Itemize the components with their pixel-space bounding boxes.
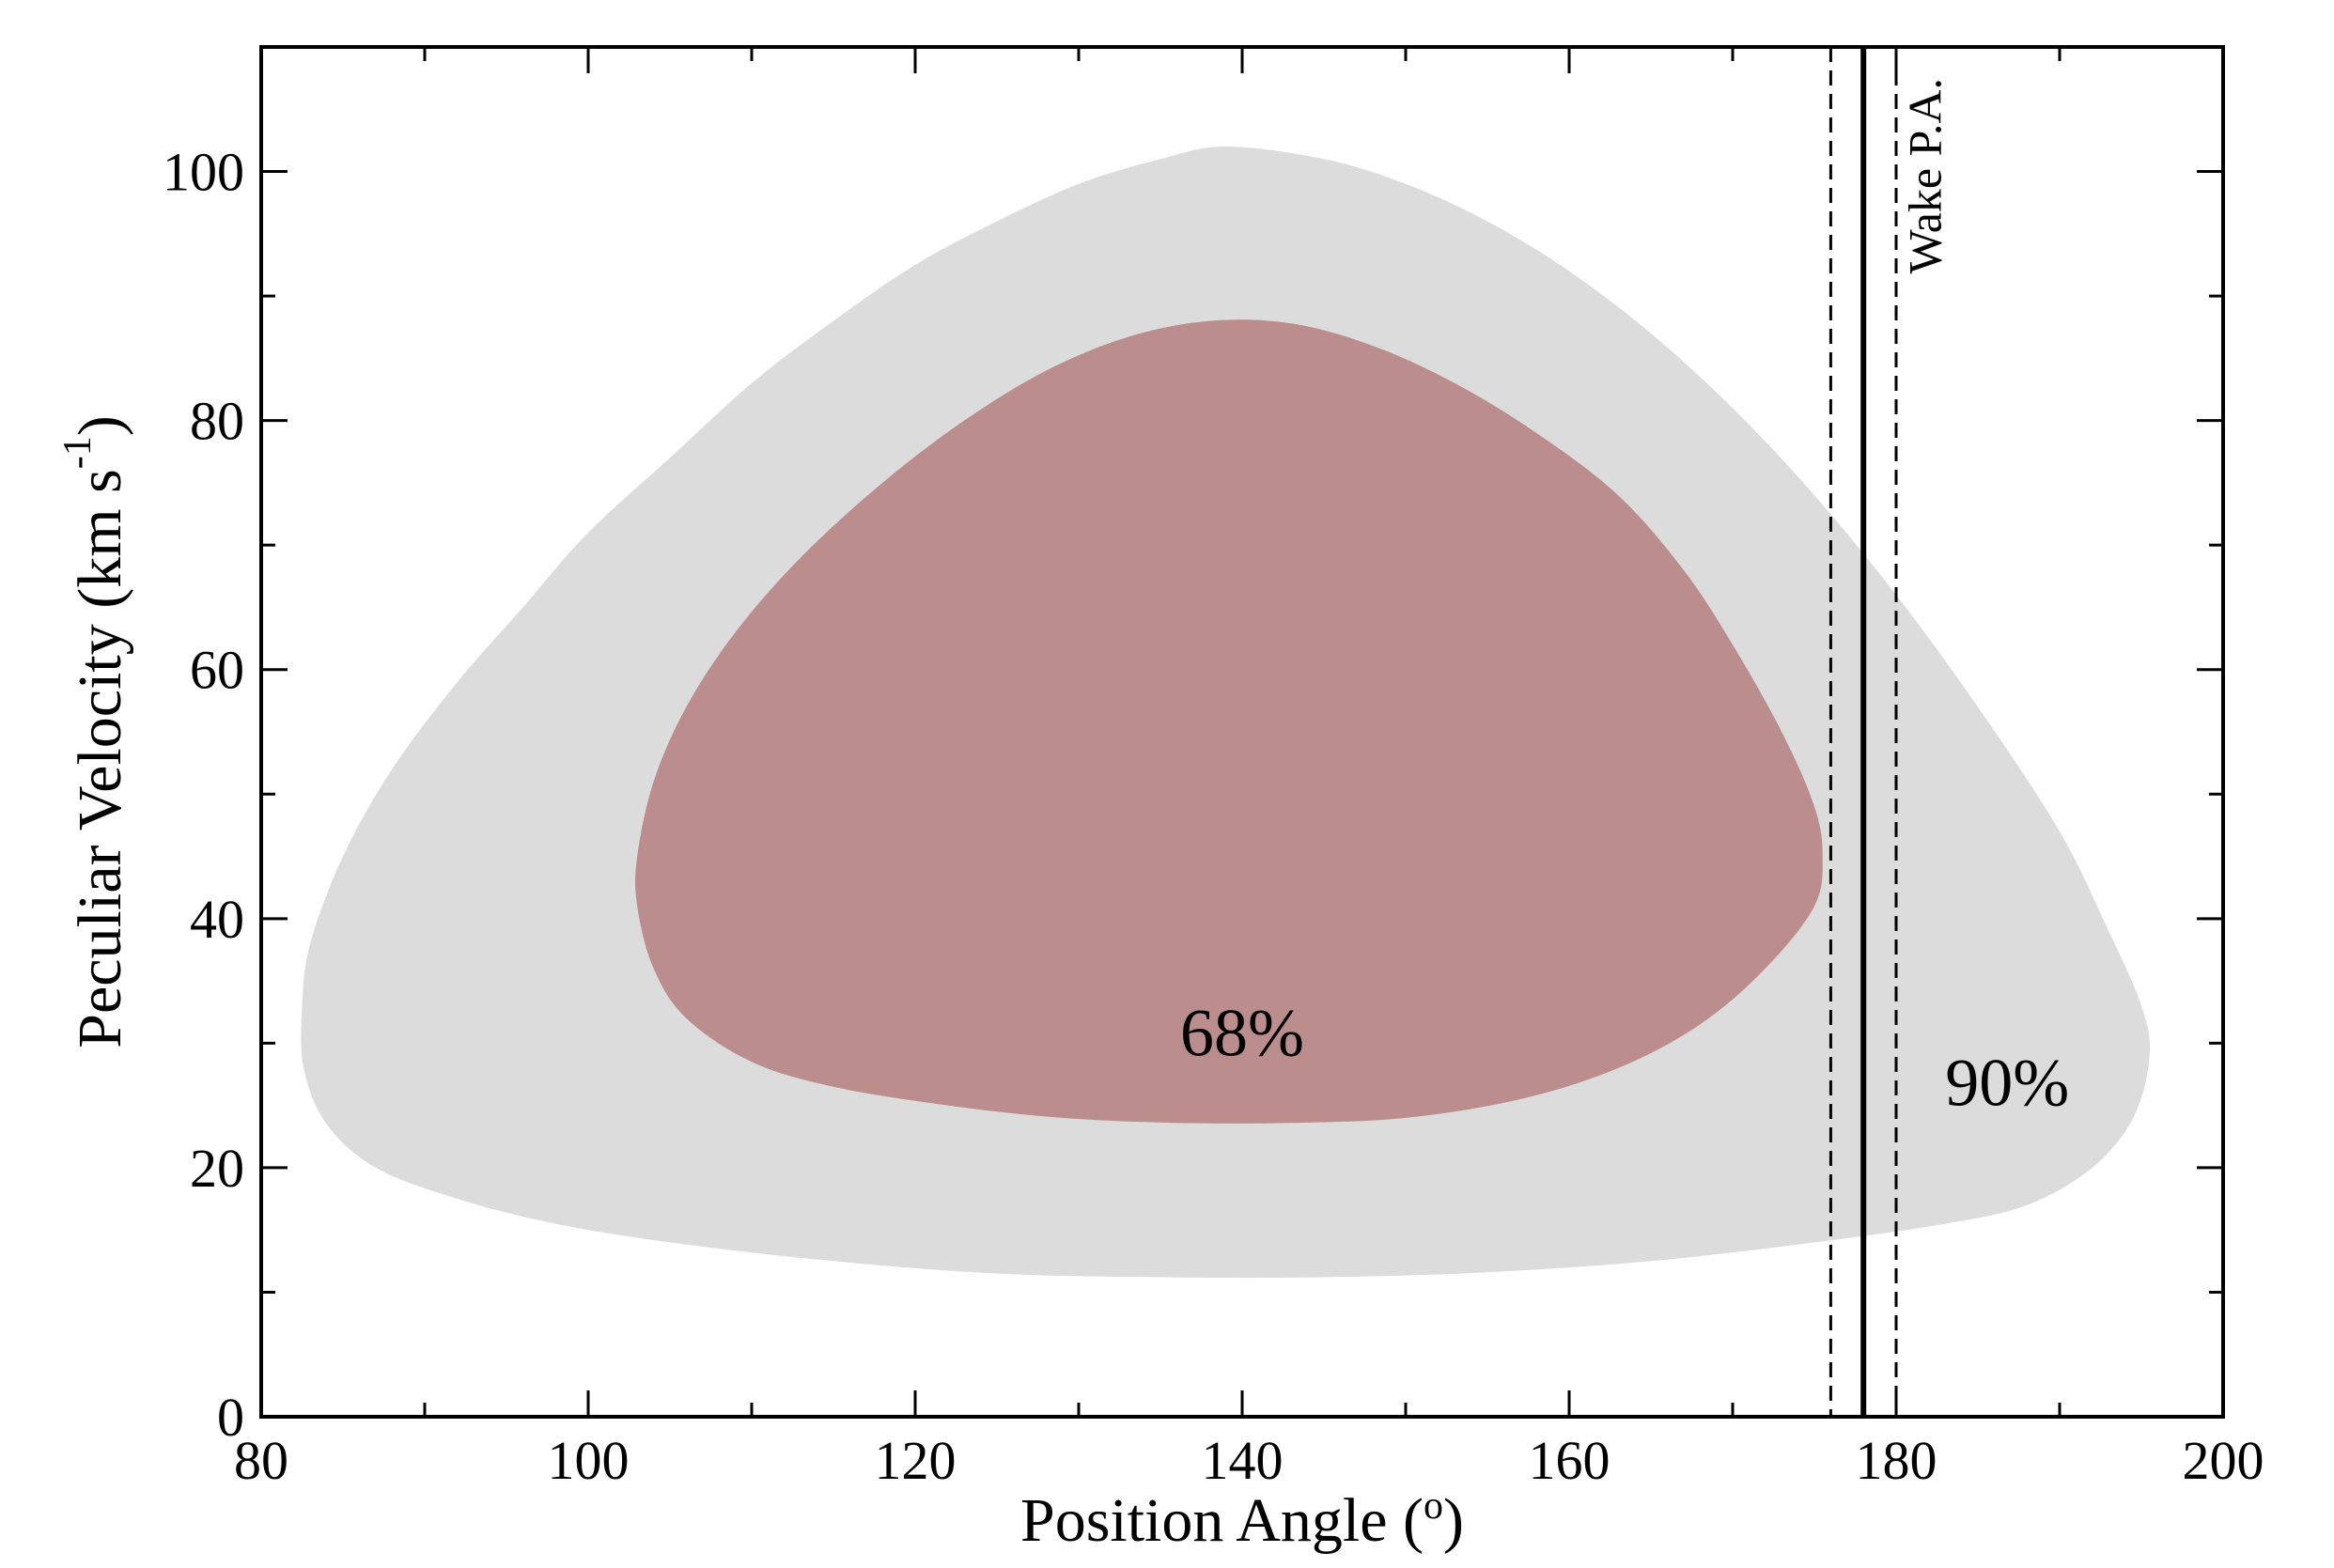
wake-pa-label: Wake P.A. [1898, 78, 1951, 273]
x-tick-label: 180 [1856, 1430, 1937, 1491]
tick-labels: 80 100 120 140 160 180 200 0 20 40 60 80 100 [163, 142, 2264, 1491]
x-axis-title: Position Angle (o) [1020, 1484, 1464, 1555]
wake-position-angle-lines [1828, 47, 1898, 1417]
region-68-percent [635, 319, 1823, 1124]
y-axis-title-superscript: -1 [56, 436, 100, 469]
x-axis-title-close: ) [1443, 1486, 1464, 1555]
x-tick-label: 80 [234, 1430, 288, 1491]
x-axis-title-superscript: o [1424, 1484, 1443, 1528]
y-axis-title-text: Peculiar Velocity (km s [66, 469, 134, 1048]
x-tick-label: 100 [548, 1430, 630, 1491]
axis-ticks [259, 45, 2225, 1419]
y-tick-label: 0 [217, 1387, 244, 1448]
y-axis-title-close: ) [66, 415, 134, 436]
x-tick-label: 200 [2183, 1430, 2264, 1491]
x-tick-label: 120 [875, 1430, 957, 1491]
x-tick-label: 160 [1529, 1430, 1610, 1491]
y-axis-title: Peculiar Velocity (km s-1) [56, 415, 134, 1048]
label-68-percent: 68% [1180, 996, 1304, 1071]
region-labels: 90% 68% [1180, 996, 2069, 1121]
y-tick-label: 60 [190, 640, 244, 701]
x-tick-label: 140 [1202, 1430, 1284, 1491]
y-tick-label: 40 [190, 889, 244, 950]
y-tick-label: 80 [190, 391, 244, 452]
y-tick-label: 100 [163, 142, 244, 203]
confidence-regions [301, 147, 2151, 1279]
x-axis-title-text: Position Angle ( [1020, 1486, 1424, 1555]
y-tick-label: 20 [190, 1138, 244, 1199]
label-90-percent: 90% [1945, 1046, 2069, 1121]
